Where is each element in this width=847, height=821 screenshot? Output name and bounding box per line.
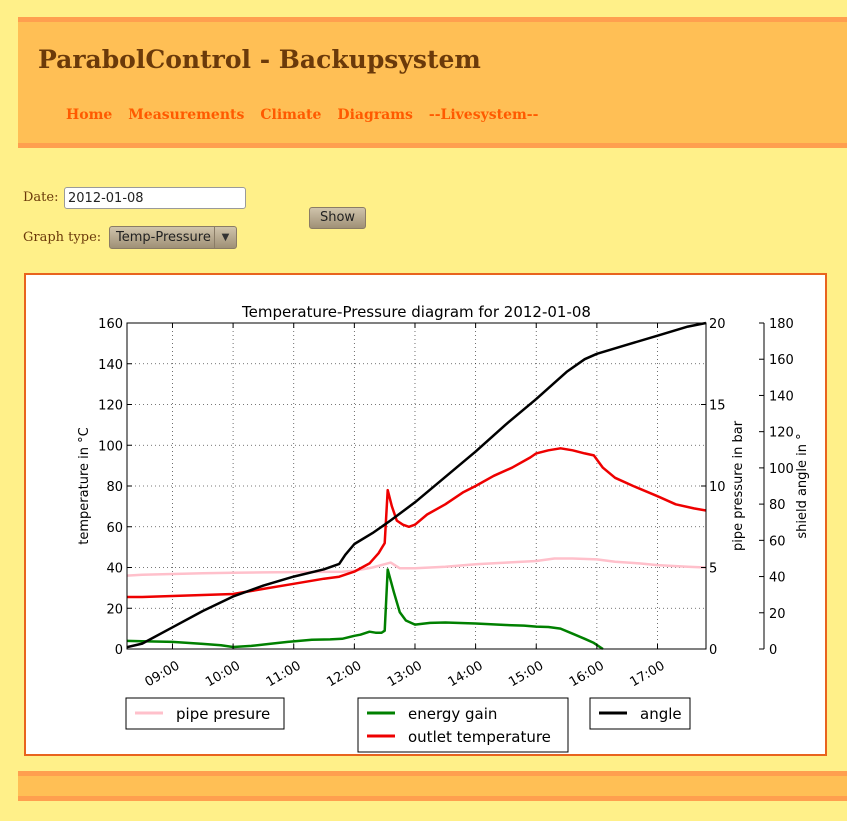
x-tick-label: 09:00 [143, 658, 183, 690]
y-axis-label-right1: pipe pressure in bar [731, 420, 746, 551]
y-tick-label-right2: 60 [769, 534, 786, 549]
y-tick-label-right2: 180 [769, 317, 794, 332]
y-tick-label-right1: 5 [709, 562, 717, 577]
legend-label: outlet temperature [408, 728, 551, 746]
legend-box [357, 697, 569, 753]
legend-label: energy gain [408, 705, 497, 723]
x-tick-label: 14:00 [446, 658, 486, 690]
nav-link-climate[interactable]: Climate [260, 107, 322, 123]
dropdown-arrow-icon[interactable]: ▼ [214, 227, 236, 248]
chart-container: Temperature-Pressure diagram for 2012-01… [24, 273, 827, 756]
x-tick-label: 13:00 [385, 658, 425, 690]
y-tick-label-right2: 140 [769, 389, 794, 404]
y-tick-label-left: 80 [106, 480, 123, 495]
nav-link-diagrams[interactable]: Diagrams [337, 107, 413, 123]
header-banner: ParabolControl - Backupsystem Home Measu… [18, 17, 847, 148]
legend-label: angle [640, 705, 682, 723]
graph-type-select[interactable]: Temp-Pressure ▼ [109, 226, 237, 249]
legend-label: pipe presure [176, 705, 270, 723]
date-input[interactable] [64, 187, 246, 209]
y-tick-label-right2: 20 [769, 607, 786, 622]
x-tick-label: 16:00 [567, 658, 607, 690]
y-tick-label-left: 0 [115, 643, 123, 658]
main-nav: Home Measurements Climate Diagrams --Liv… [66, 107, 554, 123]
x-tick-label: 17:00 [628, 658, 668, 690]
y-tick-label-right2: 40 [769, 571, 786, 586]
nav-link-livesystem[interactable]: --Livesystem-- [428, 107, 539, 123]
nav-link-measurements[interactable]: Measurements [128, 107, 245, 123]
y-tick-label-right1: 10 [709, 480, 726, 495]
y-tick-label-left: 20 [106, 602, 123, 617]
y-tick-label-right1: 15 [709, 399, 726, 414]
x-tick-label: 10:00 [203, 658, 243, 690]
series-line-energy-gain [126, 568, 604, 651]
x-tick-label: 12:00 [324, 658, 364, 690]
y-tick-label-right2: 0 [769, 643, 777, 658]
y-tick-label-right2: 80 [769, 498, 786, 513]
series-line-outlet-temperature [127, 447, 707, 599]
series-line-angle [126, 321, 707, 649]
y-tick-label-left: 160 [98, 317, 123, 332]
y-tick-label-left: 100 [98, 439, 123, 454]
y-tick-label-left: 120 [98, 399, 123, 414]
y-axis-label-right2: shield angle in ° [795, 433, 810, 538]
y-tick-label-left: 60 [106, 521, 123, 536]
nav-link-home[interactable]: Home [66, 107, 113, 123]
y-tick-label-right1: 0 [709, 643, 717, 658]
y-tick-label-right2: 160 [769, 353, 794, 368]
series-line-pipe-presure [126, 557, 707, 577]
y-tick-label-right2: 100 [769, 462, 794, 477]
graph-type-label: Graph type: [23, 230, 102, 245]
chart-title: Temperature-Pressure diagram for 2012-01… [241, 303, 591, 321]
show-button[interactable]: Show [309, 207, 366, 229]
y-tick-label-right1: 20 [709, 317, 726, 332]
footer-bar [18, 771, 847, 801]
x-tick-label: 11:00 [264, 658, 304, 690]
y-tick-label-left: 140 [98, 358, 123, 373]
date-label: Date: [23, 190, 59, 205]
graph-type-value: Temp-Pressure [116, 230, 211, 245]
y-axis-label-left: temperature in °C [77, 427, 92, 544]
x-tick-label: 15:00 [506, 658, 546, 690]
temperature-pressure-chart: Temperature-Pressure diagram for 2012-01… [77, 303, 810, 753]
y-tick-label-right2: 120 [769, 426, 794, 441]
y-tick-label-left: 40 [106, 562, 123, 577]
site-title: ParabolControl - Backupsystem [38, 45, 481, 74]
